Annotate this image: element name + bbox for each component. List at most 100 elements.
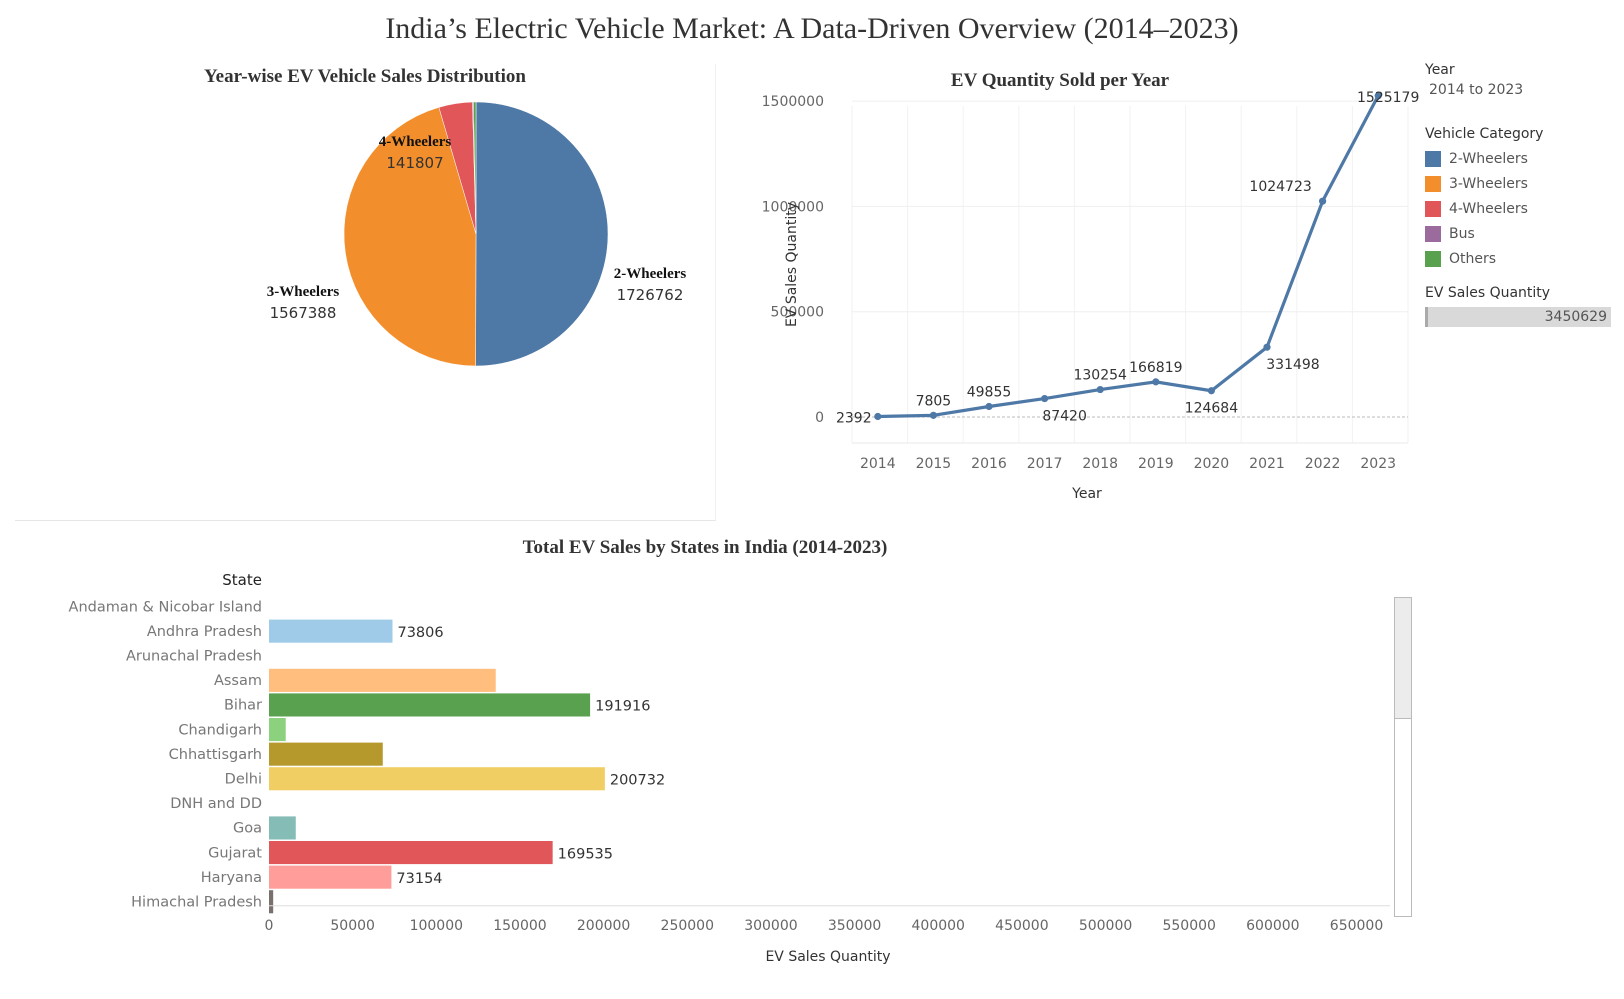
pie-label-value: 1567388: [270, 304, 337, 322]
legend-label: Others: [1449, 250, 1497, 267]
line-point[interactable]: [874, 412, 882, 421]
line-point[interactable]: [1041, 394, 1049, 403]
line-point-label: 1525179: [1357, 90, 1419, 106]
y-tick-label: 500000: [771, 305, 824, 321]
line-point-label: 7805: [916, 393, 952, 409]
pie-label-category: 2-Wheelers: [614, 266, 687, 282]
state-bar[interactable]: [269, 668, 496, 692]
x-axis-title: Year: [1071, 486, 1102, 502]
vehicle-category-list: 2-Wheelers 3-Wheelers 4-Wheelers Bus Others: [1425, 146, 1620, 271]
state-label: Andhra Pradesh: [147, 624, 262, 640]
line-point-label: 2392: [836, 410, 872, 426]
state-label: Gujarat: [208, 845, 262, 861]
bar-chart-scrollbar[interactable]: [1394, 597, 1412, 917]
year-filter-value[interactable]: 2014 to 2023: [1429, 82, 1524, 98]
line-chart: 0 500000 1000000 1500000 2014 2015 2016 2017 201…: [762, 90, 1420, 502]
line-point[interactable]: [929, 411, 937, 419]
x-tick-label: 2018: [1082, 456, 1118, 472]
pie-slice-others[interactable]: [473, 101, 477, 235]
x-tick-label: 2023: [1360, 456, 1396, 472]
state-bar[interactable]: [269, 693, 591, 717]
pie-slice-3-wheelers[interactable]: [343, 107, 477, 367]
state-bar[interactable]: [269, 890, 274, 914]
state-bar[interactable]: [269, 619, 393, 643]
state-bar[interactable]: [269, 767, 605, 791]
bar-x-tick-label: 50000: [330, 918, 375, 934]
bar-value-label: 73154: [396, 871, 442, 887]
bar-x-tick-label: 450000: [995, 918, 1048, 934]
state-label: Chandigarh: [178, 722, 262, 738]
state-label: Goa: [233, 821, 262, 837]
x-tick-label: 2014: [860, 456, 896, 472]
legend-label: 4-Wheelers: [1449, 200, 1528, 217]
pie-label-category: 4-Wheelers: [379, 134, 452, 150]
scrollbar-thumb[interactable]: [1395, 598, 1411, 719]
bar-x-tick-label: 100000: [410, 918, 463, 934]
state-bar[interactable]: [269, 742, 383, 766]
bar-value-label: 191916: [595, 699, 650, 715]
x-tick-label: 2016: [971, 456, 1007, 472]
legend-item-bus[interactable]: Bus: [1425, 221, 1620, 246]
line-point-label: 1024723: [1249, 179, 1311, 195]
bar-x-tick-label: 300000: [744, 918, 797, 934]
state-bar[interactable]: [269, 841, 553, 865]
x-tick-label: 2019: [1138, 456, 1174, 472]
x-tick-label: 2021: [1249, 456, 1285, 472]
line-point[interactable]: [1096, 385, 1104, 394]
line-point[interactable]: [1207, 387, 1215, 395]
bar-x-tick-label: 650000: [1330, 918, 1383, 934]
line-series[interactable]: [877, 95, 1380, 419]
bar-x-tick-label: 250000: [661, 918, 714, 934]
legend-label: 2-Wheelers: [1449, 150, 1528, 167]
state-label: DNH and DD: [170, 796, 262, 812]
line-chart-title: EV Quantity Sold per Year: [950, 70, 1170, 91]
legend-label: 3-Wheelers: [1449, 175, 1528, 192]
line-point[interactable]: [1319, 197, 1327, 205]
line-point[interactable]: [985, 402, 993, 411]
legend-item-3-wheelers[interactable]: 3-Wheelers: [1425, 171, 1620, 196]
bar-x-axis-title: EV Sales Quantity: [765, 949, 890, 965]
quantity-filter-slider[interactable]: 3450629: [1425, 307, 1611, 327]
state-label: Assam: [214, 673, 262, 689]
x-tick-label: 2015: [916, 456, 952, 472]
state-label: Himachal Pradesh: [131, 895, 262, 911]
pie-chart-panel: [15, 64, 716, 521]
line-point-label: 166819: [1129, 360, 1182, 376]
bar-value-label: 169535: [558, 846, 613, 862]
pie-chart-title: Year-wise EV Vehicle Sales Distribution: [204, 66, 526, 87]
bar-value-label: 73806: [397, 625, 443, 641]
legend-panel: Year 2014 to 2023 Vehicle Category 2-Whe…: [1425, 62, 1620, 327]
state-header: State: [222, 571, 262, 589]
x-tick-label: 2022: [1305, 456, 1341, 472]
state-bar[interactable]: [269, 816, 296, 840]
pie-label-category: 3-Wheelers: [267, 284, 340, 300]
line-point[interactable]: [1263, 343, 1271, 351]
bar-chart-title: Total EV Sales by States in India (2014-…: [522, 537, 888, 558]
legend-swatch: [1425, 200, 1441, 217]
legend-swatch: [1425, 250, 1441, 267]
state-label: Haryana: [201, 870, 262, 886]
legend-item-others[interactable]: Others: [1425, 246, 1620, 271]
bar-x-tick-label: 550000: [1162, 918, 1215, 934]
y-tick-label: 1000000: [762, 199, 824, 215]
legend-swatch: [1425, 225, 1441, 242]
legend-item-2-wheelers[interactable]: 2-Wheelers: [1425, 146, 1620, 171]
bar-chart: State Andaman & Nicobar Island Andhra Prad…: [69, 571, 1390, 965]
vehicle-category-header: Vehicle Category: [1425, 126, 1544, 142]
state-bar[interactable]: [269, 865, 392, 889]
line-point[interactable]: [1152, 378, 1160, 386]
pie-label-value: 141807: [386, 154, 443, 172]
pie-slice-2-wheelers[interactable]: [475, 101, 609, 367]
line-point[interactable]: [1374, 92, 1382, 100]
state-label: Chhattisgarh: [169, 747, 262, 763]
line-point-label: 49855: [967, 384, 1012, 400]
y-tick-label: 1500000: [762, 94, 824, 110]
state-label: Bihar: [224, 698, 262, 714]
bar-x-tick-label: 500000: [1079, 918, 1132, 934]
line-point-label: 87420: [1042, 409, 1087, 425]
state-bar[interactable]: [269, 718, 286, 742]
bar-x-tick-label: 0: [265, 918, 274, 934]
x-tick-label: 2020: [1194, 456, 1230, 472]
legend-item-4-wheelers[interactable]: 4-Wheelers: [1425, 196, 1620, 221]
year-filter-header: Year: [1425, 62, 1455, 78]
